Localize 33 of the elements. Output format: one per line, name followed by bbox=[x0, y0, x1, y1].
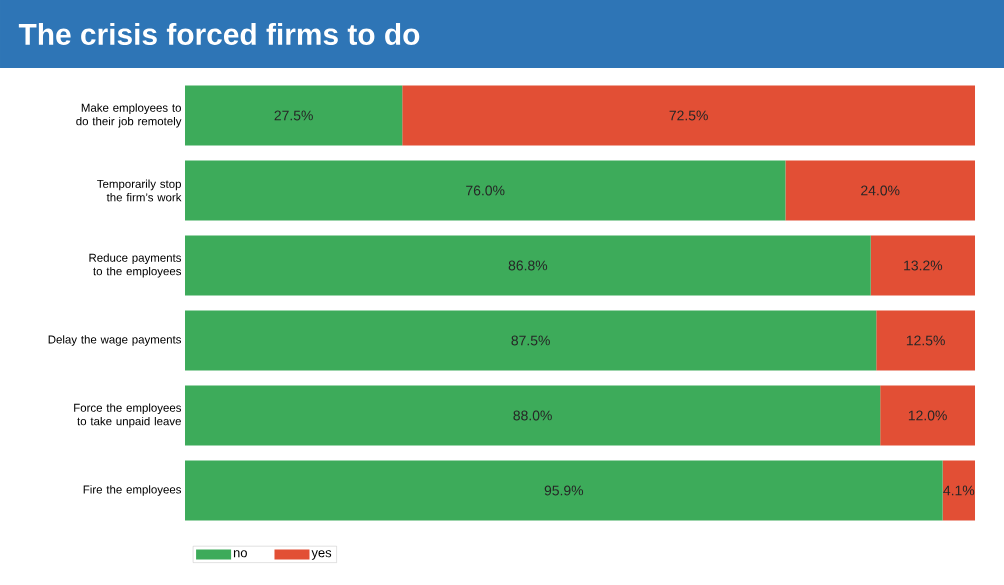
bar bbox=[870, 235, 976, 296]
bar bbox=[185, 385, 881, 446]
data-label: 86.8% bbox=[508, 260, 548, 271]
data-label: 95.9% bbox=[544, 485, 584, 496]
bar bbox=[185, 310, 877, 371]
data-label: 72.5% bbox=[669, 110, 708, 121]
data-label: 76.0% bbox=[466, 185, 505, 196]
data-label: 88.0% bbox=[513, 410, 552, 421]
bar bbox=[185, 160, 786, 221]
bar bbox=[185, 85, 403, 146]
chart-title: The crisis forced firms to do bbox=[18, 23, 420, 45]
y-tick-label: Fire the employees bbox=[83, 485, 182, 496]
y-tick-label: Delay the wage payments bbox=[48, 335, 182, 346]
legend-label: yes bbox=[311, 550, 332, 560]
bar bbox=[785, 160, 976, 221]
bar bbox=[402, 85, 976, 146]
data-label: 4.1% bbox=[943, 485, 975, 496]
y-tick-label: Temporarily stop the firm’s work bbox=[97, 179, 182, 202]
bar bbox=[876, 310, 976, 371]
bar bbox=[185, 235, 871, 296]
data-label: 24.0% bbox=[861, 185, 900, 196]
y-tick-label: Reduce payments to the employees bbox=[89, 253, 182, 278]
y-tick-label: Make employees to do their job remotely bbox=[76, 103, 182, 128]
bar bbox=[942, 460, 976, 521]
bar bbox=[880, 385, 976, 446]
data-label: 27.5% bbox=[274, 110, 313, 121]
data-label: 12.0% bbox=[908, 410, 947, 421]
y-tick-label: Force the employees to take unpaid leave bbox=[74, 403, 182, 428]
bar bbox=[185, 460, 943, 521]
data-label: 13.2% bbox=[904, 260, 943, 271]
data-label: 12.5% bbox=[906, 335, 945, 346]
legend-label: no bbox=[233, 550, 247, 558]
data-label: 87.5% bbox=[511, 335, 550, 346]
